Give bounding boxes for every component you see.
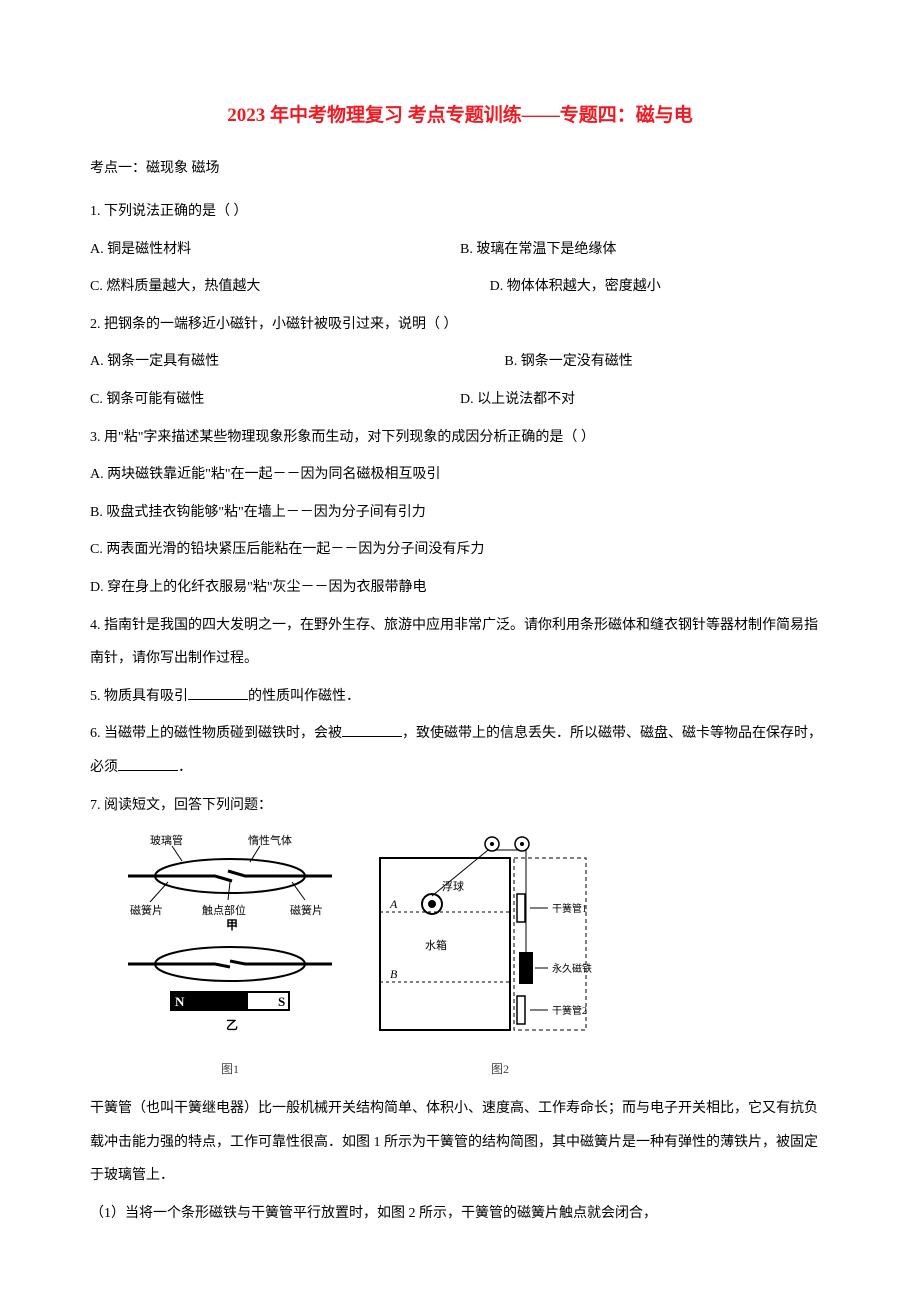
fig2-label-float: 浮球 (442, 879, 464, 893)
q6-p3: ． (178, 760, 192, 775)
q6-p1: 6. 当磁带上的磁性物质碰到磁铁时，会被 (90, 726, 342, 741)
fig1-magnet-n: N (175, 994, 185, 1009)
fig1-label-reed-left: 磁簧片 (130, 903, 163, 917)
q2-row-ab: A. 钢条一定具有磁性 B. 钢条一定没有磁性 (90, 345, 830, 379)
q5-after: 的性质叫作磁性． (248, 689, 360, 704)
fig2-main-caption: 图2 (370, 1060, 630, 1077)
fig2-label-a: A (389, 897, 398, 911)
paragraph-2: （1）当将一个条形磁铁与干簧管平行放置时，如图 2 所示，干簧管的磁簧片触点就会… (90, 1197, 830, 1231)
fig1-label-glass: 玻璃管 (150, 834, 183, 847)
paragraph-1: 干簧管（也叫干簧继电器）比一般机械开关结构简单、体积小、速度高、工作寿命长；而与… (90, 1092, 830, 1193)
fig1-main-caption: 图1 (120, 1060, 340, 1077)
q3-option-a: A. 两块磁铁靠近能"粘"在一起－－因为同名磁极相互吸引 (90, 458, 830, 492)
fig2-label-reed2: 干簧管2 (552, 1004, 587, 1017)
q1-option-d: D. 物体体积越大，密度越小 (490, 270, 830, 304)
figure-1: 玻璃管 惰性气体 磁簧片 触点部位 磁簧片 甲 N S 乙 图1 (120, 834, 340, 1077)
fig1-label-reed-right: 磁簧片 (290, 903, 323, 917)
fig1-caption-bottom: 乙 (226, 1018, 238, 1032)
q3-option-d: D. 穿在身上的化纤衣服易"粘"灰尘－－因为衣服带静电 (90, 571, 830, 605)
q2-option-c: C. 钢条可能有磁性 (90, 383, 460, 417)
q1-option-c: C. 燃料质量越大，热值越大 (90, 270, 490, 304)
q6-text: 6. 当磁带上的磁性物质碰到磁铁时，会被，致使磁带上的信息丢失．所以磁带、磁盘、… (90, 717, 830, 784)
fig2-label-tank: 水箱 (425, 938, 447, 952)
fig1-caption-top: 甲 (226, 918, 238, 932)
fig1-label-gas: 惰性气体 (248, 834, 292, 847)
q3-stem: 3. 用"粘"字来描述某些物理现象形象而生动，对下列现象的成因分析正确的是（ ） (90, 421, 830, 455)
q7-stem: 7. 阅读短文，回答下列问题： (90, 789, 830, 823)
q1-option-a: A. 铜是磁性材料 (90, 233, 460, 267)
q2-option-b: B. 钢条一定没有磁性 (504, 345, 830, 379)
fig1-label-contact: 触点部位 (202, 903, 246, 917)
fig2-label-reed1: 干簧管1 (552, 902, 587, 915)
q5-text: 5. 物质具有吸引 的性质叫作磁性． (90, 680, 830, 714)
q4-text: 4. 指南针是我国的四大发明之一，在野外生存、旅游中应用非常广泛。请你利用条形磁… (90, 609, 830, 676)
q5-blank (188, 699, 248, 700)
q1-row-ab: A. 铜是磁性材料 B. 玻璃在常温下是绝缘体 (90, 233, 830, 267)
q1-option-b: B. 玻璃在常温下是绝缘体 (460, 233, 830, 267)
q1-stem: 1. 下列说法正确的是（ ） (90, 195, 830, 229)
q2-option-d: D. 以上说法都不对 (460, 383, 830, 417)
figure-2: 浮球 A 水箱 B 干簧管1 永久磁铁 干簧管2 图2 (370, 834, 630, 1077)
q3-option-b: B. 吸盘式挂衣钩能够"粘"在墙上－－因为分子间有引力 (90, 496, 830, 530)
fig2-label-b: B (390, 967, 398, 981)
q2-option-a: A. 钢条一定具有磁性 (90, 345, 504, 379)
q1-row-cd: C. 燃料质量越大，热值越大 D. 物体体积越大，密度越小 (90, 270, 830, 304)
figure-row: 玻璃管 惰性气体 磁簧片 触点部位 磁簧片 甲 N S 乙 图1 (120, 834, 830, 1077)
exam-section-heading: 考点一：磁现象 磁场 (90, 157, 830, 177)
figure-2-svg: 浮球 A 水箱 B 干簧管1 永久磁铁 干簧管2 (370, 834, 630, 1049)
fig1-magnet-s: S (278, 994, 285, 1009)
fig2-label-magnet: 永久磁铁 (552, 962, 592, 975)
q3-option-c: C. 两表面光滑的铅块紧压后能粘在一起－－因为分子间没有斥力 (90, 533, 830, 567)
figure-1-svg: 玻璃管 惰性气体 磁簧片 触点部位 磁簧片 甲 N S 乙 (120, 834, 340, 1049)
page-title: 2023 年中考物理复习 考点专题训练——专题四：磁与电 (90, 100, 830, 127)
q6-blank1 (342, 736, 402, 737)
q2-stem: 2. 把钢条的一端移近小磁针，小磁针被吸引过来，说明（ ） (90, 308, 830, 342)
q2-row-cd: C. 钢条可能有磁性 D. 以上说法都不对 (90, 383, 830, 417)
q6-blank2 (118, 770, 178, 771)
q5-before: 5. 物质具有吸引 (90, 689, 188, 704)
